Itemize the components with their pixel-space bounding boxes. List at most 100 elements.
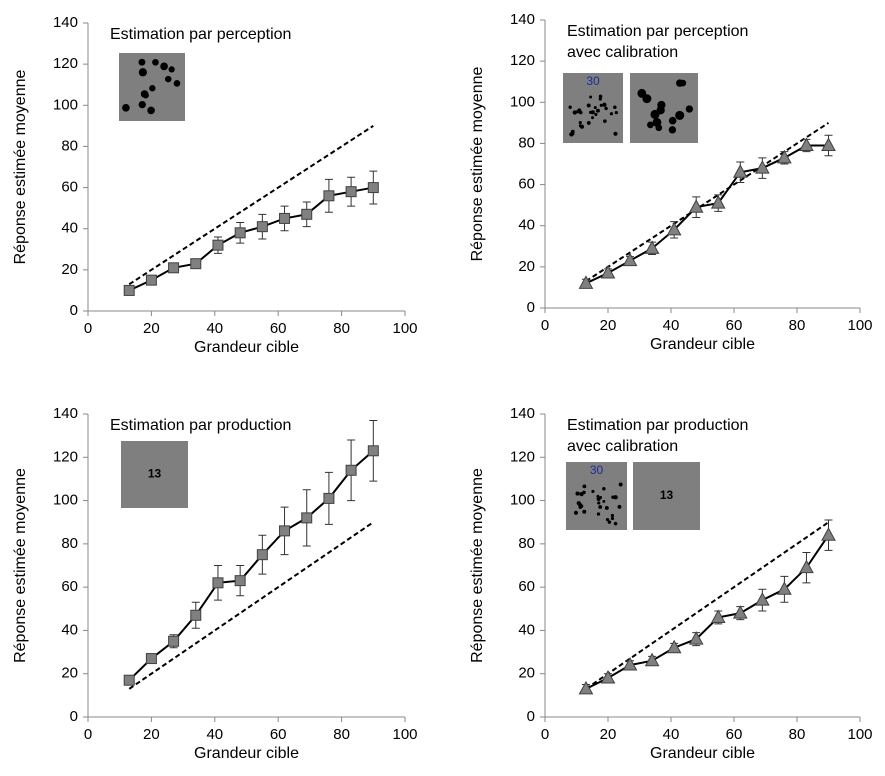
reference-line (585, 521, 830, 690)
x-tick-label: 80 (333, 320, 350, 337)
stimulus-dot (613, 495, 618, 500)
y-tick-label: 100 (510, 93, 535, 110)
stimulus-dot (579, 504, 584, 508)
x-tick-label: 20 (600, 726, 617, 743)
panel-title: Estimation par production (567, 417, 748, 434)
x-axis-title: Grandeur cible (650, 745, 755, 762)
x-tick-label: 80 (789, 726, 806, 743)
x-tick-label: 20 (143, 320, 160, 337)
stimulus-dot (577, 108, 582, 113)
y-tick-label: 140 (53, 14, 78, 31)
reference-line (128, 521, 374, 690)
data-point (190, 258, 202, 270)
stimulus-dot (586, 103, 591, 108)
y-tick-label: 0 (70, 708, 78, 725)
stimulus-dot (602, 102, 607, 107)
data-point (821, 527, 836, 541)
y-tick-label: 120 (510, 52, 535, 69)
series-line (585, 144, 829, 285)
data-point (755, 592, 770, 606)
stimulus-dot (613, 131, 618, 136)
y-tick-label: 0 (527, 299, 535, 316)
y-axis-title: Réponse estimée moyenne (12, 468, 29, 663)
data-point (256, 221, 268, 233)
y-tick-label: 120 (510, 448, 535, 465)
stimulus-dot (656, 106, 665, 115)
stimulus-dot (140, 90, 149, 98)
data-point (622, 657, 638, 671)
data-point (688, 199, 704, 213)
stimulus-dot (596, 494, 600, 498)
stimulus-dot (572, 110, 577, 115)
stimulus-dot (604, 106, 608, 111)
stimulus-dot (617, 504, 622, 509)
x-tick-label: 60 (726, 726, 743, 743)
y-tick-label: 140 (53, 405, 78, 422)
y-tick-label: 40 (61, 621, 78, 638)
stimulus-dot (589, 95, 593, 99)
panel-title: avec calibration (567, 438, 678, 455)
stimulus-dot (597, 501, 601, 505)
x-tick-label: 40 (663, 317, 680, 334)
data-point (323, 190, 335, 202)
x-tick-label: 60 (726, 317, 743, 334)
stimulus-dot (164, 75, 172, 83)
data-point (799, 137, 814, 151)
stimulus-dot (594, 112, 598, 117)
y-tick-label: 40 (518, 217, 535, 234)
x-tick-label: 0 (84, 320, 92, 337)
y-tick-label: 80 (518, 134, 535, 151)
y-tick-label: 40 (518, 621, 535, 638)
stimulus-dot (618, 482, 623, 487)
stimulus-number: 13 (660, 488, 674, 502)
data-point (367, 182, 379, 194)
stimulus-dot (668, 126, 677, 134)
data-point (234, 575, 246, 587)
stimulus-dot (610, 516, 615, 521)
data-point (123, 284, 135, 296)
data-point (323, 492, 335, 504)
data-point (578, 275, 594, 289)
stimulus-dot (138, 68, 147, 77)
stimulus-dot (599, 103, 603, 107)
stimulus-number: 30 (586, 74, 600, 88)
y-tick-label: 60 (61, 578, 78, 595)
y-tick-label: 60 (518, 578, 535, 595)
x-tick-label: 40 (663, 726, 680, 743)
y-tick-label: 100 (53, 492, 78, 509)
data-point (301, 208, 313, 220)
panel-title: Estimation par perception (110, 26, 291, 43)
data-point (666, 221, 682, 236)
y-tick-label: 20 (61, 665, 78, 682)
data-point (168, 262, 180, 274)
stimulus-dot (607, 520, 612, 524)
stimulus-dot (604, 505, 609, 510)
stimulus-dot (591, 489, 595, 494)
stimulus-dot (582, 490, 586, 495)
data-point (168, 635, 180, 647)
stimulus-dot (611, 495, 615, 499)
stimulus-number: 30 (590, 463, 604, 477)
reference-line (128, 125, 374, 286)
stimulus-dot (138, 100, 146, 109)
data-point (600, 669, 616, 684)
x-tick-label: 40 (206, 726, 223, 743)
data-point (777, 149, 792, 164)
data-point (212, 577, 224, 589)
stimulus-dot (599, 495, 603, 499)
y-tick-label: 20 (518, 258, 535, 275)
x-tick-label: 100 (392, 726, 417, 743)
stimulus-dot (598, 94, 603, 99)
stimulus-dot (593, 105, 597, 110)
data-point (622, 252, 638, 267)
stimulus-dot (598, 505, 603, 509)
data-point (732, 164, 748, 178)
data-point (279, 212, 291, 224)
y-tick-label: 60 (518, 176, 535, 193)
x-tick-label: 0 (541, 317, 549, 334)
x-tick-label: 60 (270, 726, 287, 743)
stimulus-dot (646, 121, 654, 129)
data-point (256, 549, 268, 561)
data-point (821, 137, 836, 151)
x-tick-label: 0 (541, 726, 549, 743)
